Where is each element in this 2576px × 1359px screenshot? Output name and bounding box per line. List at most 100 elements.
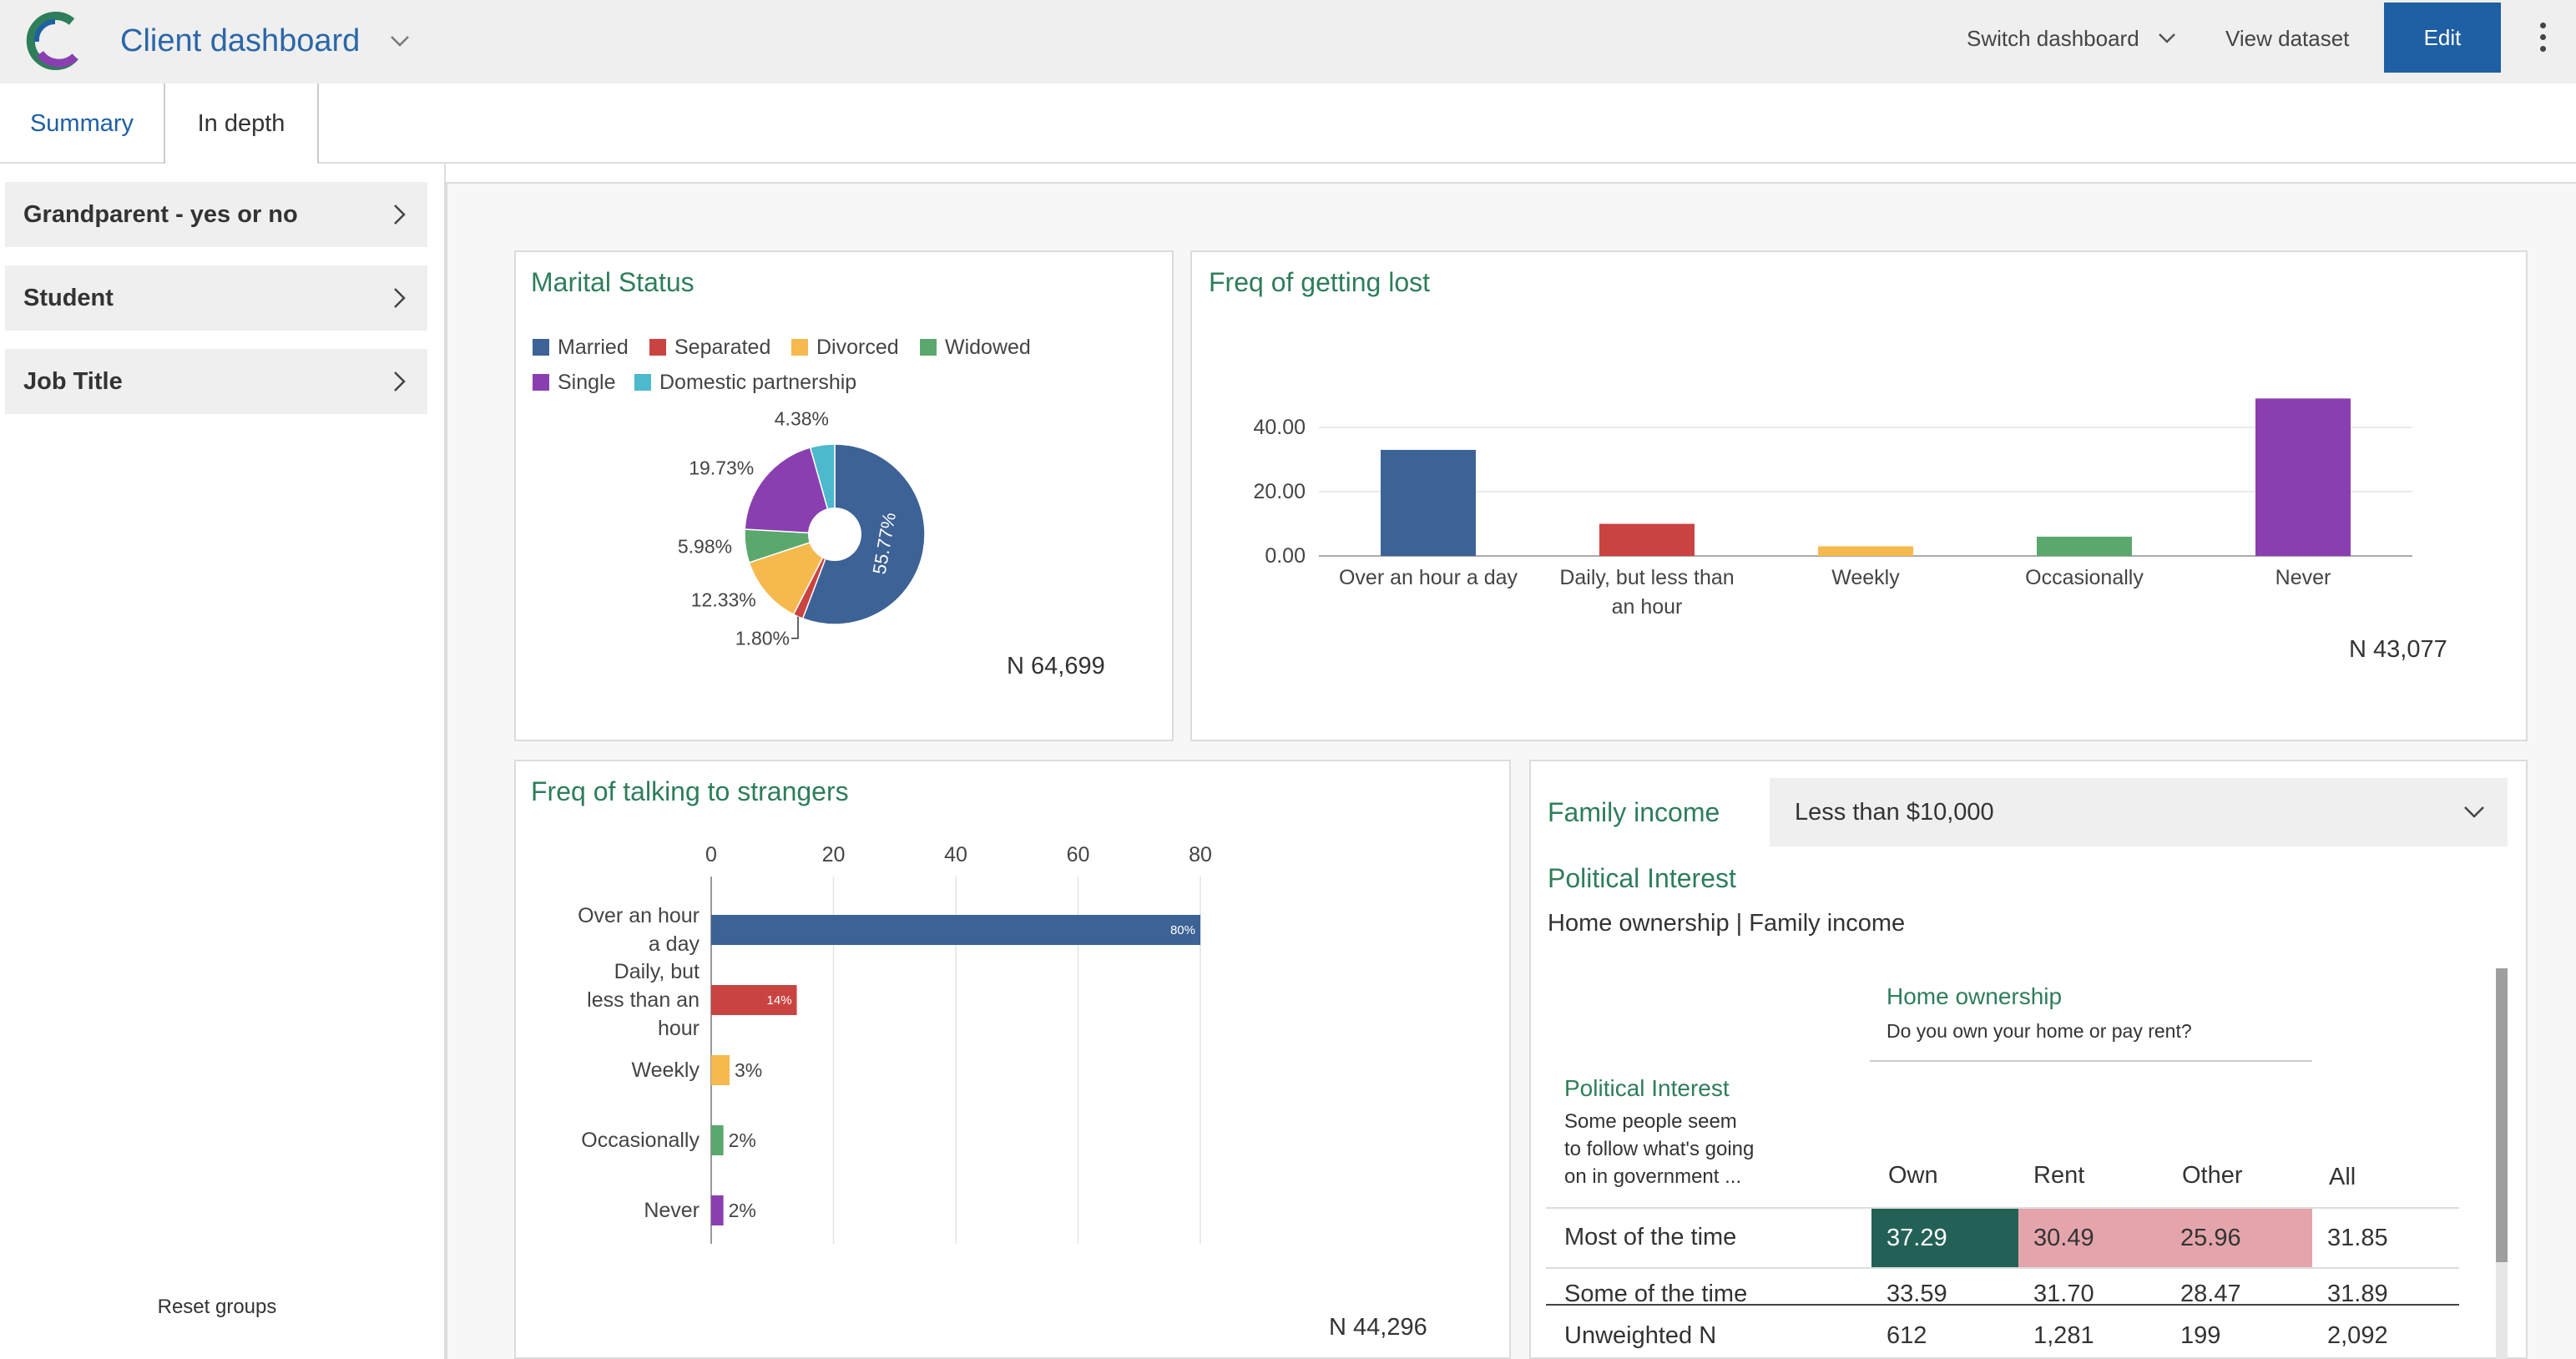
pie-value-label: 12.33% bbox=[691, 589, 756, 611]
pie-value-label: 19.73% bbox=[689, 457, 754, 479]
bar[interactable] bbox=[711, 985, 797, 1015]
x-category-label: Weekly bbox=[1831, 566, 1900, 589]
pie-value-label: 1.80% bbox=[735, 628, 790, 649]
table-subtitle: Home ownership | Family income bbox=[1548, 910, 1906, 937]
column-group-title: Home ownership bbox=[1887, 983, 2063, 1009]
legend-item-widowed[interactable]: Widowed bbox=[920, 336, 1031, 360]
y-category-label: hour bbox=[658, 1017, 700, 1040]
footer-cell: 1,281 bbox=[2033, 1322, 2094, 1349]
table-cell: 30.49 bbox=[2018, 1209, 2165, 1267]
legend-label: Divorced bbox=[816, 336, 899, 359]
chevron-right-icon bbox=[394, 371, 406, 392]
switch-dashboard-button[interactable]: Switch dashboard bbox=[1967, 26, 2139, 51]
talking-strangers-n-label: N 44,296 bbox=[1329, 1314, 1427, 1341]
table-title: Political Interest bbox=[1548, 863, 1736, 893]
tab-summary[interactable]: Summary bbox=[29, 110, 134, 137]
table-divider bbox=[1546, 1267, 2459, 1269]
tab-bar: Summary In depth bbox=[0, 83, 2576, 164]
y-tick-label: 20.00 bbox=[1253, 480, 1306, 503]
legend-swatch bbox=[533, 374, 549, 391]
table-cell: 33.59 bbox=[1887, 1281, 1947, 1304]
bar[interactable] bbox=[711, 1055, 730, 1085]
row-variable-title: Political Interest bbox=[1564, 1075, 1730, 1101]
view-dataset-button[interactable]: View dataset bbox=[2225, 26, 2350, 51]
y-category-label: a day bbox=[649, 932, 700, 956]
getting-lost-bar-chart: 0.00 20.00 40.00 Over an hour a day Daily, b… bbox=[1253, 398, 2412, 619]
bar[interactable] bbox=[711, 1195, 724, 1225]
dashboard-title[interactable]: Client dashboard bbox=[120, 23, 361, 58]
sidebar-item-grandparent[interactable]: Grandparent - yes or no bbox=[5, 182, 427, 247]
y-category-label: Weekly bbox=[631, 1058, 700, 1082]
app-header: Client dashboard Switch dashboard View d… bbox=[0, 0, 2576, 83]
bar[interactable] bbox=[2037, 536, 2132, 556]
legend-item-married[interactable]: Married bbox=[533, 336, 629, 360]
pie-value-label: 5.98% bbox=[678, 535, 732, 557]
reset-groups-button[interactable]: Reset groups bbox=[157, 1296, 277, 1318]
bar[interactable] bbox=[1818, 546, 1913, 556]
chevron-down-icon[interactable] bbox=[389, 30, 411, 52]
app-logo-icon[interactable] bbox=[25, 12, 85, 72]
donut-hole bbox=[808, 508, 861, 561]
x-category-label: Never bbox=[2275, 566, 2331, 589]
row-label: Most of the time bbox=[1564, 1224, 1737, 1250]
column-header-all: All bbox=[2329, 1164, 2356, 1190]
edit-button[interactable]: Edit bbox=[2384, 3, 2501, 73]
bar-value-label: 80% bbox=[1170, 923, 1195, 937]
marital-status-title: Marital Status bbox=[531, 267, 695, 297]
sidebar-item-job-title[interactable]: Job Title bbox=[5, 349, 427, 414]
table-scrollbar[interactable] bbox=[2496, 968, 2508, 1359]
bar[interactable] bbox=[711, 915, 1200, 945]
bar-value-label: 2% bbox=[729, 1129, 756, 1151]
bar[interactable] bbox=[1599, 523, 1695, 557]
footer-cell: 2,092 bbox=[2327, 1322, 2388, 1349]
pie-slice[interactable] bbox=[801, 443, 926, 625]
legend-item-domestic-partnership[interactable]: Domestic partnership bbox=[634, 371, 856, 395]
legend-swatch bbox=[634, 374, 651, 391]
row-variable-question: Some people seem bbox=[1564, 1110, 1737, 1133]
legend-label: Separated bbox=[674, 336, 771, 359]
footer-label: Unweighted N bbox=[1564, 1322, 1717, 1349]
bar-value-label: 14% bbox=[767, 993, 792, 1008]
chevron-down-icon[interactable] bbox=[2157, 28, 2177, 48]
column-header-own: Own bbox=[1888, 1162, 1938, 1189]
y-category-label: Occasionally bbox=[581, 1129, 700, 1152]
column-group-question: Do you own your home or pay rent? bbox=[1887, 1020, 2192, 1042]
talking-strangers-bar-chart: 0 20 40 60 80 80% Over an hour a day 14% Daily, b… bbox=[578, 843, 1212, 1244]
legend-label: Domestic partnership bbox=[659, 371, 857, 394]
more-options-icon[interactable] bbox=[2538, 17, 2548, 67]
sidebar-item-label: Student bbox=[23, 285, 114, 311]
legend-item-separated[interactable]: Separated bbox=[649, 336, 770, 360]
tab-in-depth[interactable]: In depth bbox=[164, 83, 319, 164]
x-tick-label: 0 bbox=[705, 843, 717, 866]
column-header-rent: Rent bbox=[2033, 1162, 2085, 1189]
table-scroll-thumb[interactable] bbox=[2496, 968, 2508, 1262]
table-cell: 37.29 bbox=[1871, 1209, 2018, 1267]
row-variable-question: to follow what's going bbox=[1564, 1138, 1755, 1160]
x-category-label: Daily, but less than bbox=[1559, 566, 1734, 589]
sidebar-item-label: Job Title bbox=[23, 368, 123, 395]
table-cell: 31.70 bbox=[2033, 1281, 2094, 1304]
bar[interactable] bbox=[1381, 449, 1476, 556]
family-income-selected-value: Less than $10,000 bbox=[1795, 799, 1994, 826]
table-cell: 28.47 bbox=[2180, 1281, 2241, 1304]
pie-slice[interactable] bbox=[744, 447, 836, 535]
table-divider bbox=[1546, 1207, 2459, 1209]
bar[interactable] bbox=[711, 1125, 724, 1155]
group-sidebar: Grandparent - yes or no Student Job Titl… bbox=[0, 164, 446, 1359]
y-tick-label: 40.00 bbox=[1253, 416, 1306, 439]
legend-swatch bbox=[649, 339, 666, 356]
sidebar-item-student[interactable]: Student bbox=[5, 265, 427, 331]
family-income-select[interactable]: Less than $10,000 bbox=[1770, 778, 2508, 846]
y-category-label: Never bbox=[644, 1199, 700, 1222]
legend-item-divorced[interactable]: Divorced bbox=[791, 336, 899, 360]
table-cell: 31.89 bbox=[2327, 1281, 2388, 1304]
table-row: Some of the time 33.59 31.70 28.47 31.89 bbox=[1546, 1269, 2459, 1304]
pie-value-label: 4.38% bbox=[775, 407, 829, 429]
bar[interactable] bbox=[2255, 398, 2351, 556]
footer-cell: 199 bbox=[2180, 1322, 2221, 1349]
getting-lost-title: Freq of getting lost bbox=[1209, 267, 1431, 297]
x-tick-label: 20 bbox=[822, 843, 846, 866]
pie-slice[interactable] bbox=[748, 533, 836, 616]
legend-item-single[interactable]: Single bbox=[533, 371, 616, 395]
sidebar-item-label: Grandparent - yes or no bbox=[23, 201, 298, 228]
